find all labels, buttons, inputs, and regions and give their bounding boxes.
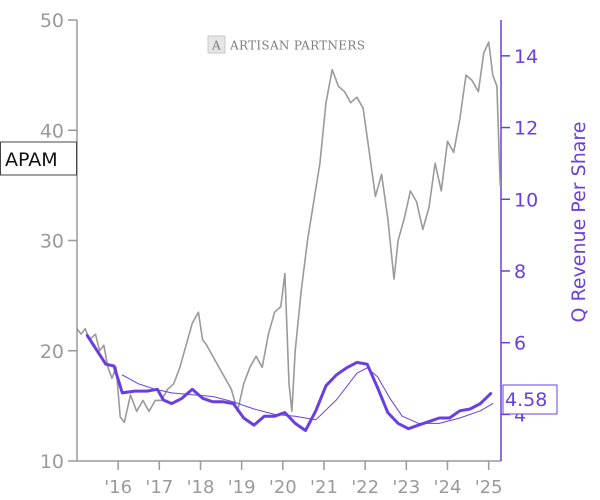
right-tick-label: 6 bbox=[514, 333, 526, 355]
ticker-badge: APAM bbox=[0, 141, 77, 176]
bottom-tick-label: '20 bbox=[269, 477, 297, 498]
logo-mark-box bbox=[207, 35, 226, 54]
bottom-tick-label: '25 bbox=[475, 477, 503, 498]
ticker-box bbox=[0, 141, 77, 176]
bottom-tick-label: '21 bbox=[310, 477, 338, 498]
series-layer bbox=[76, 41, 502, 432]
logo-mark: A bbox=[211, 39, 221, 53]
bottom-tick-label: '24 bbox=[434, 477, 462, 498]
left-tick-label: 20 bbox=[40, 341, 64, 363]
ticker-label: APAM bbox=[5, 149, 58, 171]
left-tick-label: 30 bbox=[40, 231, 64, 253]
company-logo: A ARTISAN PARTNERS bbox=[207, 35, 365, 54]
right-tick-label: 8 bbox=[514, 261, 526, 283]
last-value-label: 4.58 bbox=[505, 389, 547, 411]
price-line bbox=[76, 41, 502, 424]
bottom-tick-label: '18 bbox=[187, 477, 215, 498]
left-tick-label: 40 bbox=[40, 120, 64, 142]
bottom-tick-label: '17 bbox=[145, 477, 173, 498]
bottom-tick-label: '22 bbox=[351, 477, 379, 498]
right-tick-label: 14 bbox=[514, 46, 538, 68]
right-tick-label: 10 bbox=[514, 189, 538, 211]
bottom-tick-label: '23 bbox=[392, 477, 420, 498]
left-axis-ticks: 10 20 30 40 50 bbox=[40, 10, 77, 473]
left-tick-label: 10 bbox=[40, 451, 64, 473]
bottom-tick-label: '19 bbox=[228, 477, 256, 498]
last-value-badge: 4.58 bbox=[502, 384, 558, 415]
logo-text: ARTISAN PARTNERS bbox=[229, 39, 365, 53]
bottom-axis-ticks: '16 '17 '18 '19 '20 '21 '22 '23 '24 '25 bbox=[104, 461, 503, 498]
bottom-tick-label: '16 bbox=[104, 477, 132, 498]
right-tick-label: 12 bbox=[514, 118, 538, 140]
revenue-avg-line bbox=[121, 367, 494, 424]
right-axis-title: Q Revenue Per Share bbox=[568, 122, 590, 323]
last-value-box bbox=[502, 384, 558, 415]
revenue-line bbox=[85, 334, 493, 432]
left-tick-label: 50 bbox=[40, 10, 64, 32]
